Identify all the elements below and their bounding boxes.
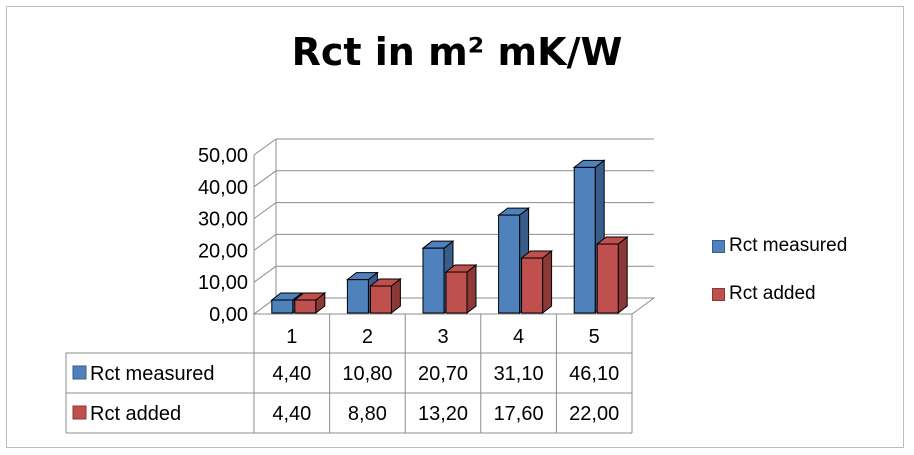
y-tick-label: 20,00	[198, 240, 248, 262]
bar-added	[445, 271, 468, 314]
table-cell-added: 22,00	[569, 403, 619, 425]
y-tick-label: 50,00	[198, 145, 248, 167]
table-row-header-measured: Rct measured	[90, 363, 215, 385]
bar-added	[369, 285, 392, 314]
x-tick-label: 1	[286, 326, 297, 348]
legend-swatch-measured	[712, 239, 725, 253]
y-tick-label: 40,00	[198, 177, 248, 199]
legend-label-measured: Rct measured	[729, 235, 848, 256]
y-tick-label: 10,00	[198, 272, 248, 294]
legend-label-added: Rct added	[729, 283, 816, 304]
y-tick-label: 30,00	[198, 209, 248, 231]
table-cell-measured: 4,40	[272, 363, 311, 385]
table-row-header-added: Rct added	[90, 403, 181, 425]
bar-measured	[422, 247, 445, 314]
table-swatch-added	[72, 405, 87, 420]
legend-item-measured: Rct measured	[712, 235, 847, 257]
bar-added-side	[542, 250, 553, 315]
bar-added	[596, 243, 619, 314]
legend-item-added: Rct added	[712, 283, 816, 305]
x-tick-label: 3	[437, 326, 448, 348]
bar-added	[294, 299, 317, 314]
table-cell-added: 8,80	[348, 403, 387, 425]
table-swatch-measured	[72, 365, 87, 380]
legend-swatch-added	[712, 287, 725, 301]
gridline-side	[253, 170, 277, 188]
x-tick-label: 4	[513, 326, 524, 348]
table-cell-measured: 10,80	[342, 363, 392, 385]
table-cell-measured: 20,70	[418, 363, 468, 385]
x-tick-label: 2	[362, 326, 373, 348]
bar-added	[521, 257, 544, 314]
bar-measured	[271, 299, 294, 314]
y-tick-label: 0,00	[209, 304, 248, 326]
gridline-side	[253, 138, 277, 156]
bar-measured	[346, 279, 369, 314]
gridline-side	[253, 265, 277, 283]
table-cell-added: 17,60	[494, 403, 544, 425]
gridline-side	[253, 233, 277, 251]
table-cell-measured: 46,10	[569, 363, 619, 385]
table-cell-measured: 31,10	[494, 363, 544, 385]
x-tick-label: 5	[589, 326, 600, 348]
bar-added-side	[466, 264, 477, 315]
gridline-side	[253, 202, 277, 220]
table-cell-added: 13,20	[418, 403, 468, 425]
table-cell-added: 4,40	[272, 403, 311, 425]
bar-measured	[498, 214, 521, 314]
bar-measured	[573, 166, 596, 314]
chart-frame	[6, 6, 904, 448]
bar-added-side	[617, 236, 628, 315]
chart-title: Rct in m² mK/W	[291, 30, 623, 74]
